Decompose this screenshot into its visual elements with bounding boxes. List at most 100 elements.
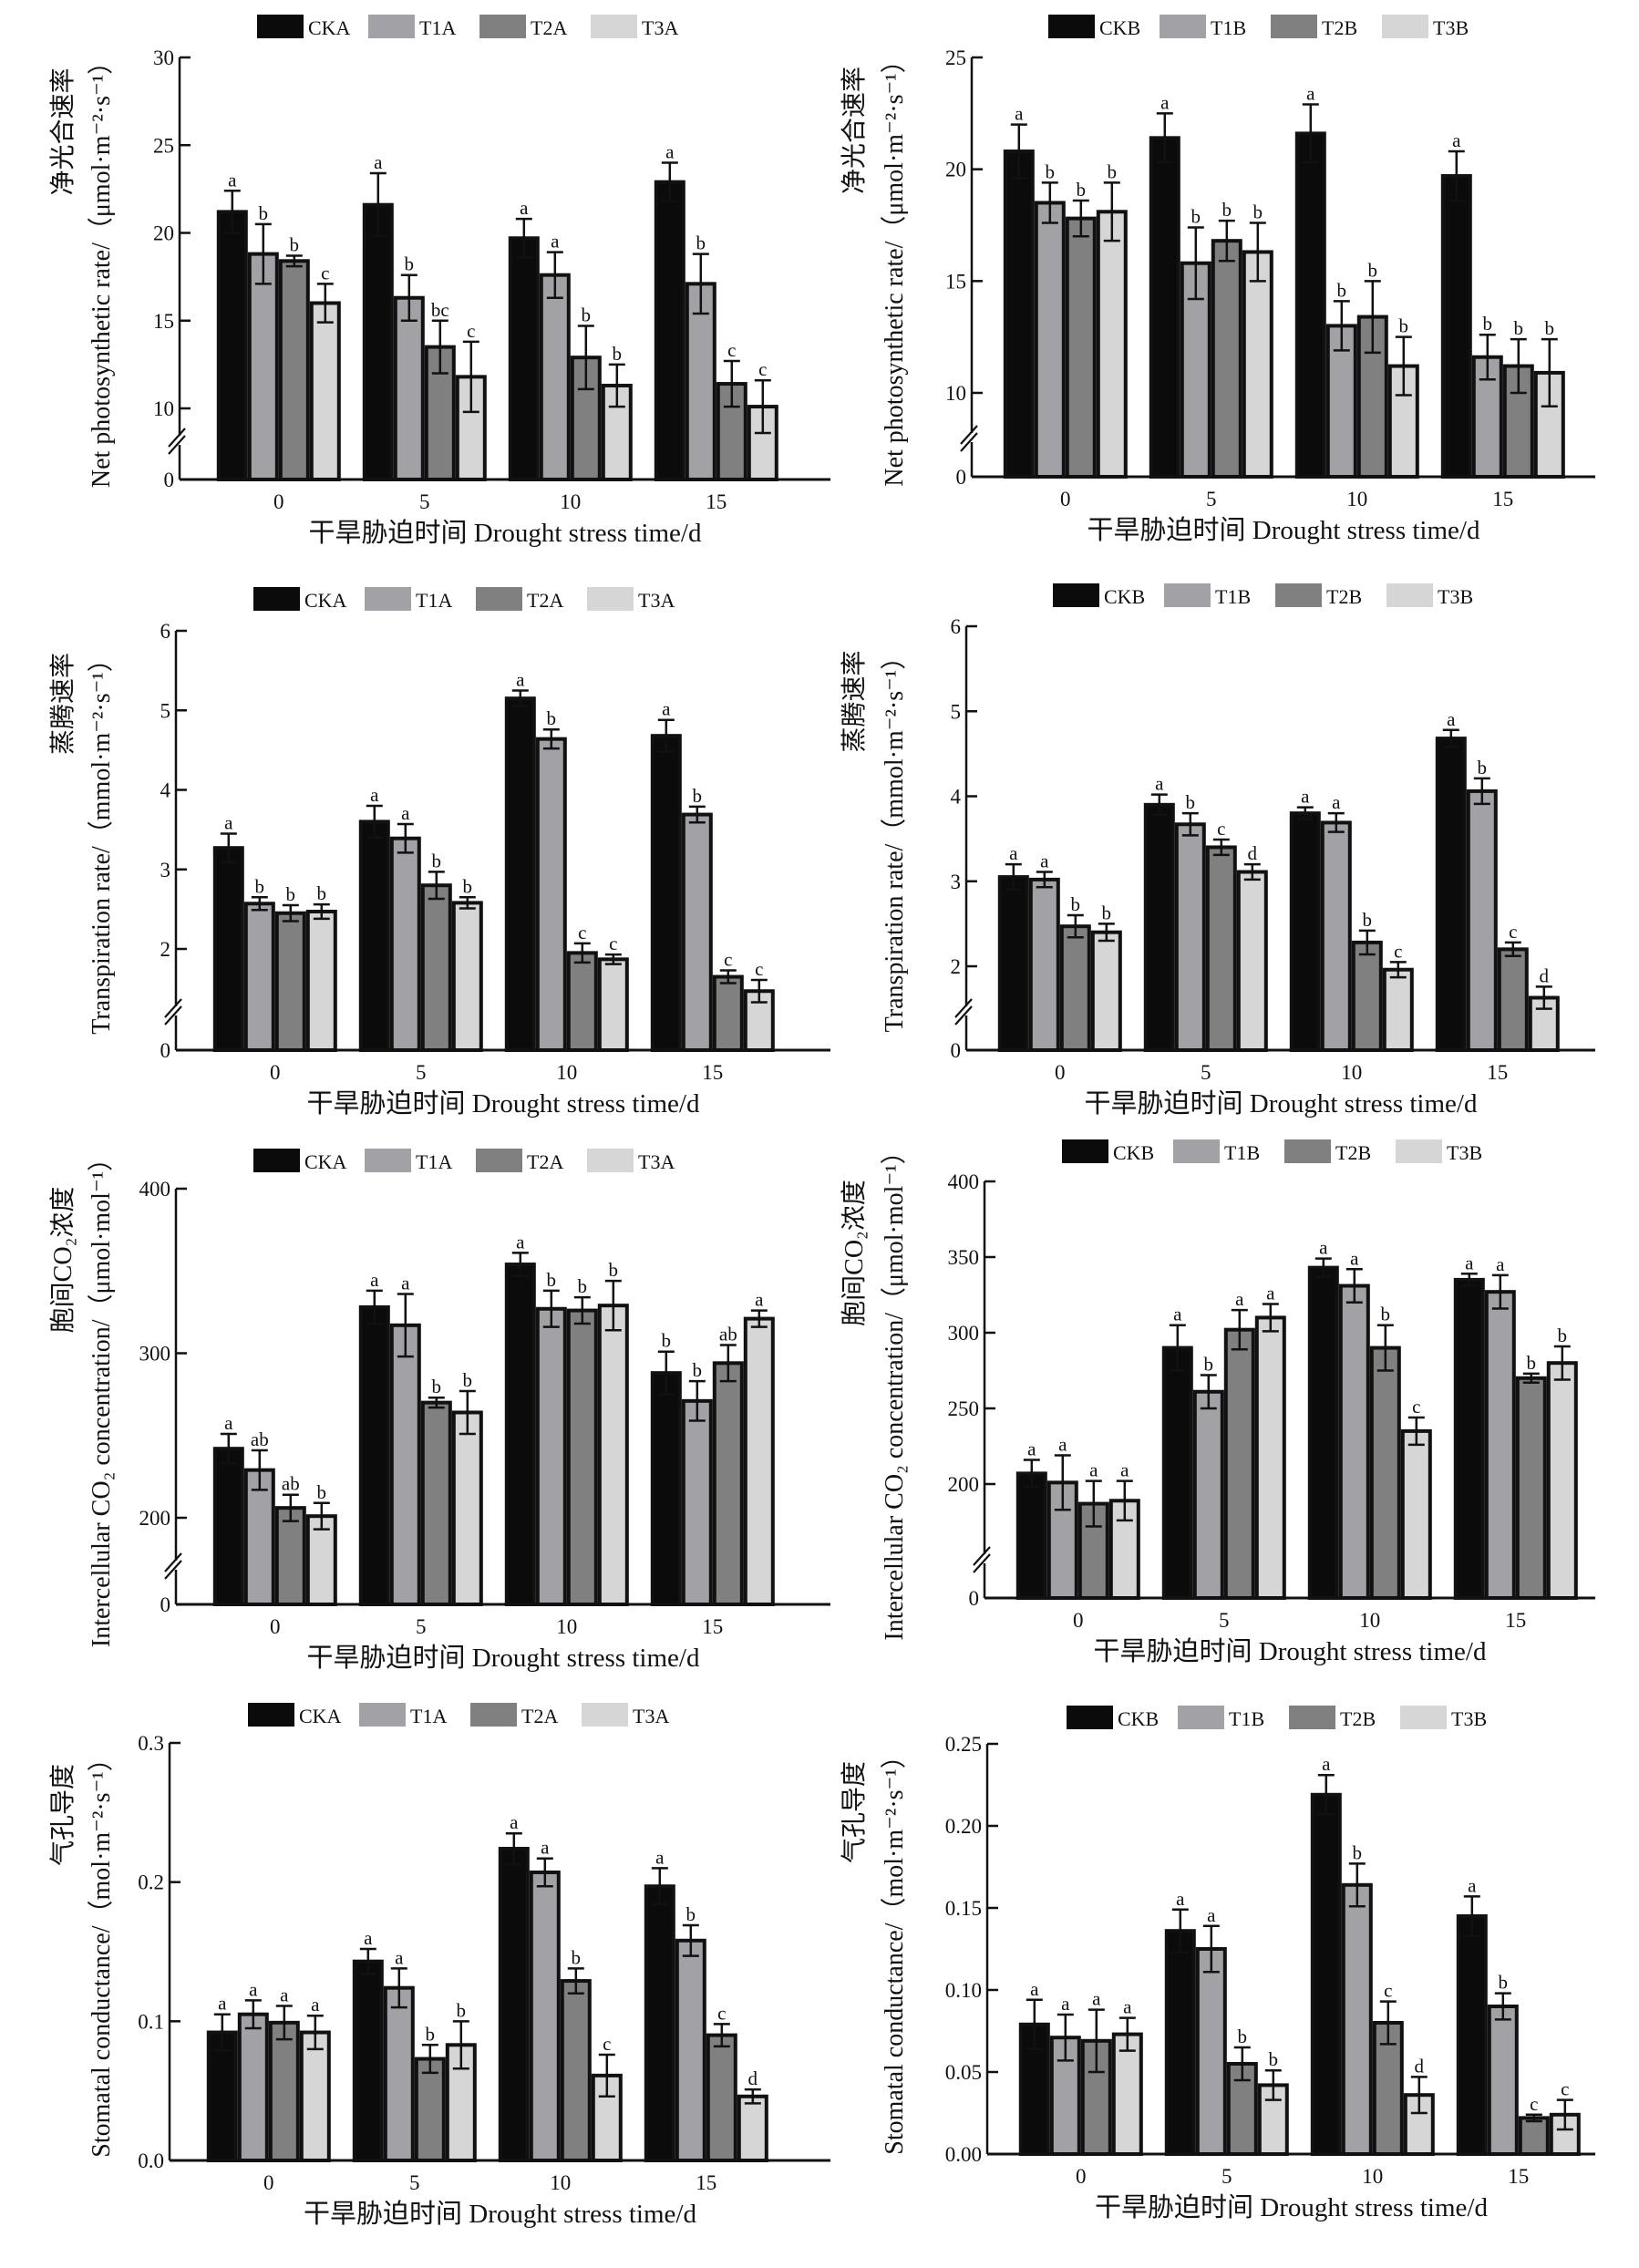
significance-letter: b <box>693 785 703 807</box>
legend-swatch-T3B <box>1382 15 1428 38</box>
significance-letter: c <box>727 339 736 361</box>
significance-letter: a <box>1452 129 1461 151</box>
significance-letter: a <box>755 1289 764 1311</box>
legend-label-T3A: T3A <box>638 1150 675 1173</box>
y-tick-label: 400 <box>139 1178 171 1201</box>
y-axis-label-zh: 蒸腾速率 <box>48 653 77 755</box>
bar-T1A-10 <box>535 737 567 1052</box>
legend-swatch-T1B <box>1164 583 1211 607</box>
x-tick-label: 15 <box>702 1615 723 1638</box>
significance-letter: a <box>1332 791 1341 813</box>
significance-letter: c <box>717 2002 726 2024</box>
significance-letter: c <box>1530 2093 1538 2115</box>
axis-break-mark <box>954 998 973 1018</box>
significance-letter: b <box>290 234 300 256</box>
significance-letter: a <box>1447 708 1456 730</box>
significance-letter: b <box>1353 1841 1363 1863</box>
y-tick-label: 0.15 <box>945 1897 982 1920</box>
bar-CKA-15 <box>650 734 682 1052</box>
significance-letter: a <box>311 1994 320 2015</box>
axis-break-gap <box>963 1006 970 1015</box>
significance-letter: a <box>1465 1252 1474 1273</box>
bar-T1B-5 <box>1195 1947 1227 2156</box>
significance-letter: d <box>1415 2055 1425 2077</box>
significance-letter: c <box>609 933 617 954</box>
legend-swatch-T1A <box>359 1703 406 1727</box>
legend-label-CKB: CKB <box>1104 585 1145 608</box>
significance-letter: a <box>665 141 675 163</box>
significance-letter: a <box>395 1946 404 1968</box>
y-tick-label: 300 <box>139 1343 171 1366</box>
legend-label-T2B: T2B <box>1322 16 1357 39</box>
y-tick-label: 25 <box>153 134 174 157</box>
bar-T1A-10 <box>529 1870 561 2162</box>
legend-label-T3B: T3B <box>1438 585 1473 608</box>
legend-label-CKA: CKA <box>304 1150 347 1173</box>
legend-swatch-T3A <box>587 587 634 611</box>
legend-swatch-T2B <box>1275 583 1322 607</box>
bar-T2A-0 <box>274 1506 306 1607</box>
y-tick-label: 2 <box>160 938 171 961</box>
legend-swatch-T1B <box>1160 15 1206 38</box>
bar-T3A-10 <box>597 1304 629 1607</box>
axis-break-gap <box>172 1006 180 1015</box>
significance-letter: c <box>755 958 763 980</box>
bar-T1B-15 <box>1466 789 1498 1053</box>
y-tick-label: 250 <box>948 1397 980 1420</box>
legend-label-CKA: CKA <box>308 16 351 39</box>
legend-swatch-T1B <box>1173 1139 1220 1163</box>
significance-letter: a <box>249 1978 258 2000</box>
bar-T3B-15 <box>1546 1361 1578 1600</box>
significance-letter: a <box>510 1811 519 1833</box>
y-axis-label: Intercellular CO₂ concentration/（μmol·mo… <box>880 1139 909 1640</box>
y-axis-label: Stomatal conductance/（mol·m⁻²·s⁻¹） <box>87 1746 116 2157</box>
axis-break-gap <box>176 436 183 445</box>
y-axis-label-zh: 净光合速率 <box>48 67 77 195</box>
axis-break-gap <box>981 1554 988 1563</box>
y-tick-label: 6 <box>951 615 962 638</box>
significance-letter: a <box>1173 1304 1182 1325</box>
bar-T2A-10 <box>566 1308 598 1606</box>
y-tick-label: 10 <box>153 397 174 420</box>
legend-label-T1A: T1A <box>419 16 456 39</box>
bar-T3A-0 <box>309 301 341 481</box>
bar-T1A-5 <box>389 836 421 1052</box>
chart-panel-1: CKA T1A T2A T3A010152025300abbc5abbcc10aabb… <box>48 15 830 548</box>
significance-letter: c <box>1412 1396 1420 1418</box>
legend-swatch-T2B <box>1271 15 1317 38</box>
bar-T2A-5 <box>420 1400 452 1607</box>
y-axis-label-zh: 净光合速率 <box>840 67 869 194</box>
significance-letter: b <box>1499 1972 1509 1994</box>
bar-T2B-0 <box>1059 924 1091 1052</box>
x-tick-label: 5 <box>416 1615 427 1638</box>
bar-CKB-5 <box>1164 1929 1196 2156</box>
x-tick-label: 15 <box>696 2171 716 2194</box>
significance-letter: a <box>516 1231 525 1253</box>
bar-CKA-0 <box>212 846 244 1052</box>
legend-swatch-CKA <box>253 587 300 611</box>
significance-letter: a <box>1468 1874 1477 1896</box>
bar-CKB-10 <box>1310 1792 1342 2157</box>
x-tick-label: 5 <box>1222 2165 1232 2188</box>
bar-T2B-15 <box>1518 2116 1550 2156</box>
y-axis-label-zh: 气孔导度 <box>840 1761 869 1863</box>
significance-letter: b <box>1253 201 1263 223</box>
x-tick-label: 0 <box>270 1615 281 1638</box>
x-tick-label: 10 <box>1359 1609 1380 1632</box>
x-tick-label: 5 <box>1201 1061 1211 1084</box>
significance-letter: a <box>401 1273 410 1294</box>
significance-letter: ab <box>719 1323 737 1345</box>
x-axis-label: 干旱胁迫时间 Drought stress time/d <box>307 1643 700 1673</box>
y-tick-label: 0 <box>160 1039 171 1062</box>
bar-CKB-0 <box>997 875 1029 1053</box>
significance-letter: b <box>463 875 473 897</box>
significance-letter: b <box>1108 160 1118 182</box>
bar-T3A-10 <box>597 957 629 1053</box>
legend-swatch-T2A <box>470 1703 517 1727</box>
significance-letter: c <box>1394 940 1402 962</box>
x-tick-label: 0 <box>273 490 284 513</box>
significance-letter: b <box>1071 893 1081 915</box>
